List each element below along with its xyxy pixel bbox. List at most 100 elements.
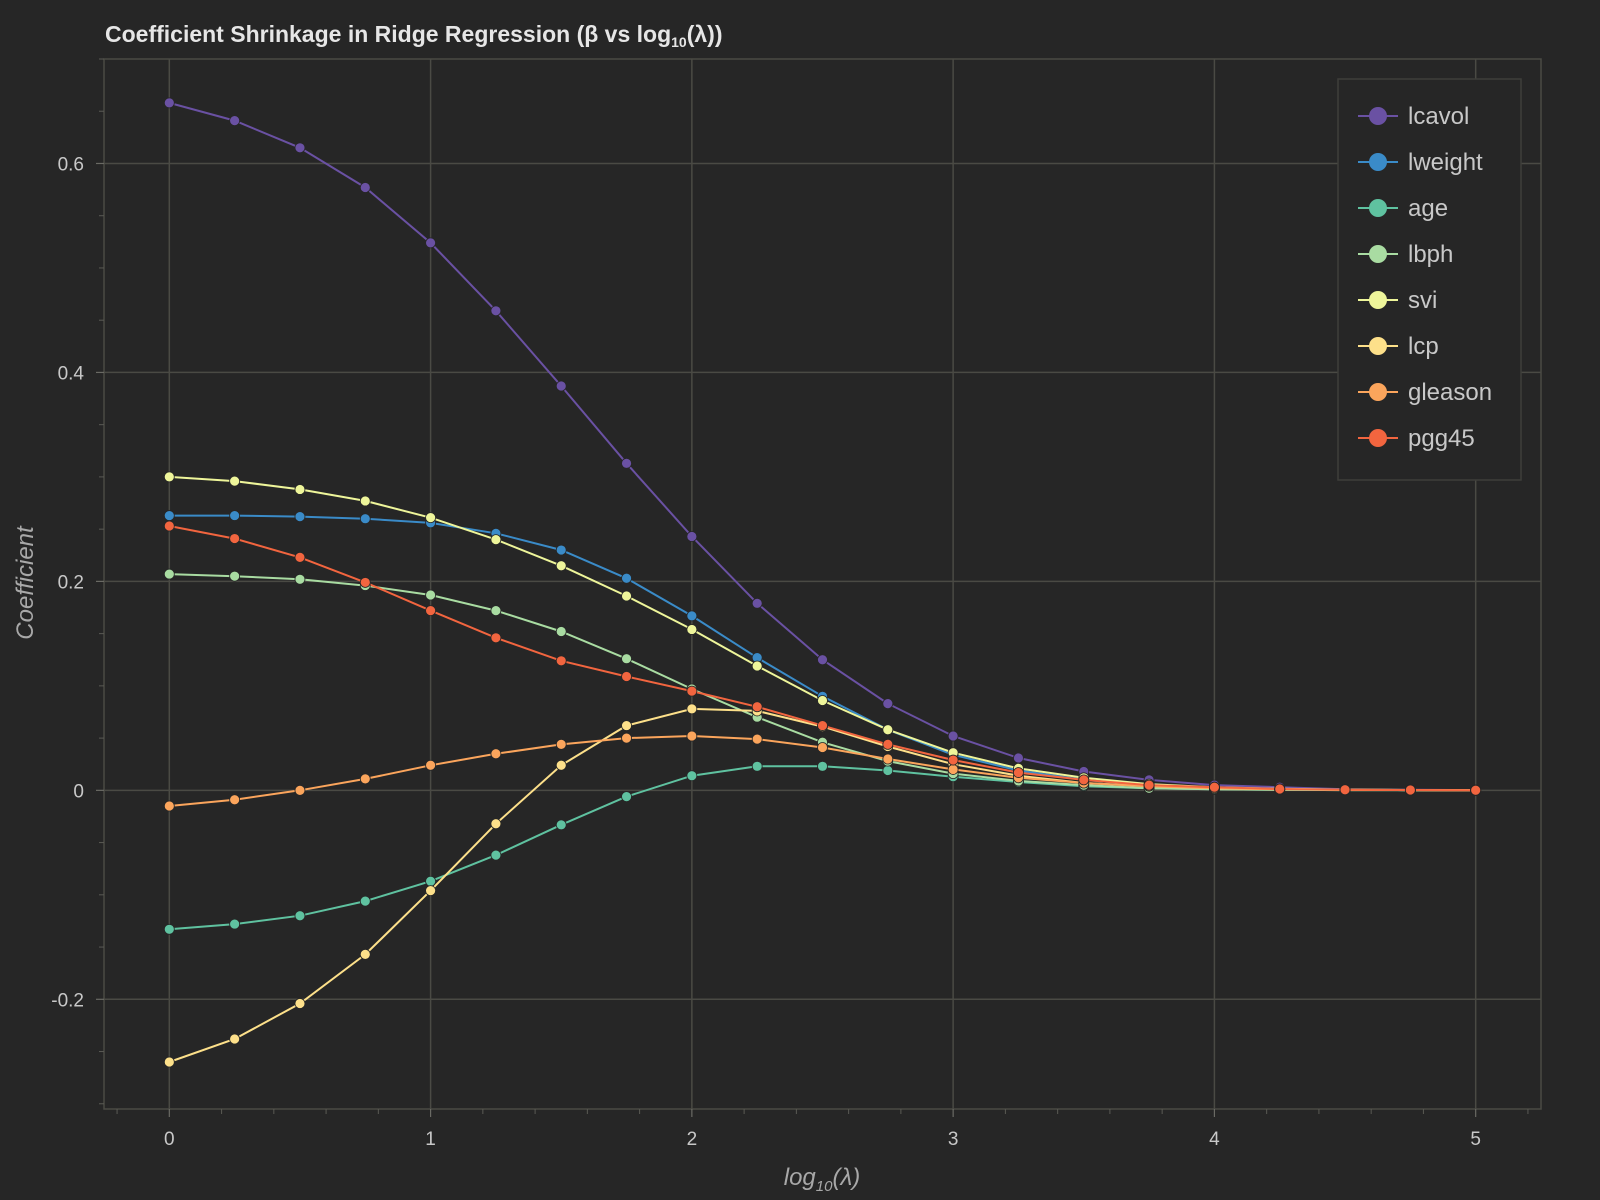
data-point-lcavol bbox=[686, 531, 698, 542]
data-point-pgg45 bbox=[1143, 779, 1155, 791]
data-point-pgg45 bbox=[1404, 784, 1416, 796]
legend-swatch-marker bbox=[1369, 107, 1387, 125]
chart-title: Coefficient Shrinkage in Ridge Regressio… bbox=[105, 21, 723, 50]
data-point-lcavol bbox=[1013, 752, 1024, 764]
data-point-lbph bbox=[621, 653, 632, 665]
data-point-pgg45 bbox=[947, 754, 959, 766]
x-tick-label: 1 bbox=[425, 1129, 436, 1150]
data-point-svi bbox=[751, 660, 763, 672]
series-points bbox=[163, 97, 1482, 1068]
x-tick-label: 5 bbox=[1470, 1129, 1481, 1150]
data-point-lcp bbox=[359, 948, 371, 960]
x-tick-label: 0 bbox=[164, 1129, 175, 1150]
data-point-lcp bbox=[621, 720, 632, 731]
legend-label: age bbox=[1408, 195, 1448, 222]
data-point-gleason bbox=[751, 733, 763, 745]
data-point-age bbox=[229, 918, 241, 930]
legend-entry-pgg45: pgg45 bbox=[1358, 425, 1475, 452]
data-point-lbph bbox=[555, 626, 567, 637]
data-point-lweight bbox=[359, 513, 371, 525]
data-point-lcavol bbox=[294, 142, 306, 154]
legend-label: lweight bbox=[1408, 149, 1483, 176]
plot-area bbox=[103, 58, 1542, 1110]
data-point-svi bbox=[294, 484, 306, 495]
data-point-lcavol bbox=[425, 237, 436, 249]
legend-swatch-marker bbox=[1369, 153, 1387, 171]
legend-swatch-marker bbox=[1369, 337, 1387, 355]
data-point-gleason bbox=[621, 732, 632, 744]
data-point-pgg45 bbox=[229, 533, 241, 544]
data-point-lcavol bbox=[751, 597, 763, 609]
data-point-svi bbox=[425, 512, 436, 524]
data-point-svi bbox=[555, 560, 567, 572]
legend-label: lbph bbox=[1408, 241, 1453, 268]
data-point-gleason bbox=[686, 730, 698, 742]
legend-label: svi bbox=[1408, 287, 1437, 314]
data-point-pgg45 bbox=[1470, 784, 1482, 796]
data-point-lbph bbox=[490, 605, 502, 617]
legend-label: gleason bbox=[1408, 379, 1492, 406]
legend-swatch-marker bbox=[1369, 199, 1387, 217]
x-tick-label: 2 bbox=[687, 1129, 698, 1150]
data-point-gleason bbox=[490, 748, 502, 760]
data-point-lcavol bbox=[359, 182, 371, 193]
data-point-lcavol bbox=[947, 730, 959, 742]
data-point-gleason bbox=[947, 764, 959, 775]
data-point-lcp bbox=[425, 885, 436, 897]
legend-entry-gleason: gleason bbox=[1358, 379, 1492, 406]
data-point-lcp bbox=[163, 1056, 175, 1068]
data-point-gleason bbox=[294, 784, 306, 796]
data-point-gleason bbox=[359, 773, 371, 785]
legend-entry-svi: svi bbox=[1358, 287, 1437, 314]
legend-entry-lbph: lbph bbox=[1358, 241, 1453, 268]
data-point-age bbox=[359, 895, 371, 907]
legend-label: lcp bbox=[1408, 333, 1439, 360]
data-point-lweight bbox=[229, 510, 241, 521]
axes: 0 1 2 3 4 5 -0.2 0 0.2 0.4 0.6 bbox=[51, 58, 1529, 1150]
data-point-age bbox=[686, 770, 698, 782]
data-point-age bbox=[555, 819, 567, 831]
data-point-gleason bbox=[882, 753, 894, 765]
data-point-pgg45 bbox=[817, 720, 828, 731]
x-tick-label: 3 bbox=[948, 1129, 959, 1150]
data-point-pgg45 bbox=[1078, 774, 1090, 786]
legend-label: lcavol bbox=[1408, 103, 1469, 130]
data-point-lweight bbox=[686, 610, 698, 622]
data-point-pgg45 bbox=[1209, 781, 1220, 793]
data-point-lcavol bbox=[817, 654, 828, 666]
data-point-lbph bbox=[163, 568, 175, 580]
series-line-lcavol bbox=[169, 101, 1476, 792]
data-point-pgg45 bbox=[163, 520, 175, 532]
data-point-lcavol bbox=[229, 115, 241, 127]
data-point-age bbox=[163, 923, 175, 935]
data-point-pgg45 bbox=[359, 577, 371, 588]
data-point-lcavol bbox=[490, 305, 502, 317]
legend-box bbox=[1337, 78, 1522, 481]
data-point-pgg45 bbox=[1339, 784, 1351, 796]
data-point-svi bbox=[229, 475, 241, 487]
series-line-lbph bbox=[169, 573, 1476, 792]
data-point-pgg45 bbox=[621, 671, 632, 682]
y-tick-label: 0 bbox=[73, 781, 84, 802]
legend-swatch-marker bbox=[1369, 429, 1387, 447]
y-tick-label: 0.4 bbox=[58, 363, 85, 384]
x-axis-label: log10(λ) bbox=[784, 1164, 861, 1195]
data-point-lweight bbox=[555, 544, 567, 556]
data-point-gleason bbox=[555, 738, 567, 750]
data-point-age bbox=[751, 760, 763, 772]
legend-label: pgg45 bbox=[1408, 425, 1475, 452]
data-point-svi bbox=[359, 495, 371, 507]
data-point-lweight bbox=[621, 572, 632, 584]
data-point-pgg45 bbox=[1013, 767, 1024, 778]
data-point-gleason bbox=[163, 800, 175, 812]
y-tick-label: -0.2 bbox=[51, 990, 84, 1011]
data-point-svi bbox=[490, 534, 502, 545]
data-point-lcp bbox=[294, 998, 306, 1009]
data-point-svi bbox=[163, 471, 175, 483]
data-point-pgg45 bbox=[751, 701, 763, 713]
data-point-pgg45 bbox=[1274, 783, 1286, 795]
data-point-lcp bbox=[686, 703, 698, 715]
legend-swatch-marker bbox=[1369, 383, 1387, 401]
legend-entry-lweight: lweight bbox=[1358, 149, 1483, 176]
data-point-pgg45 bbox=[425, 605, 436, 617]
